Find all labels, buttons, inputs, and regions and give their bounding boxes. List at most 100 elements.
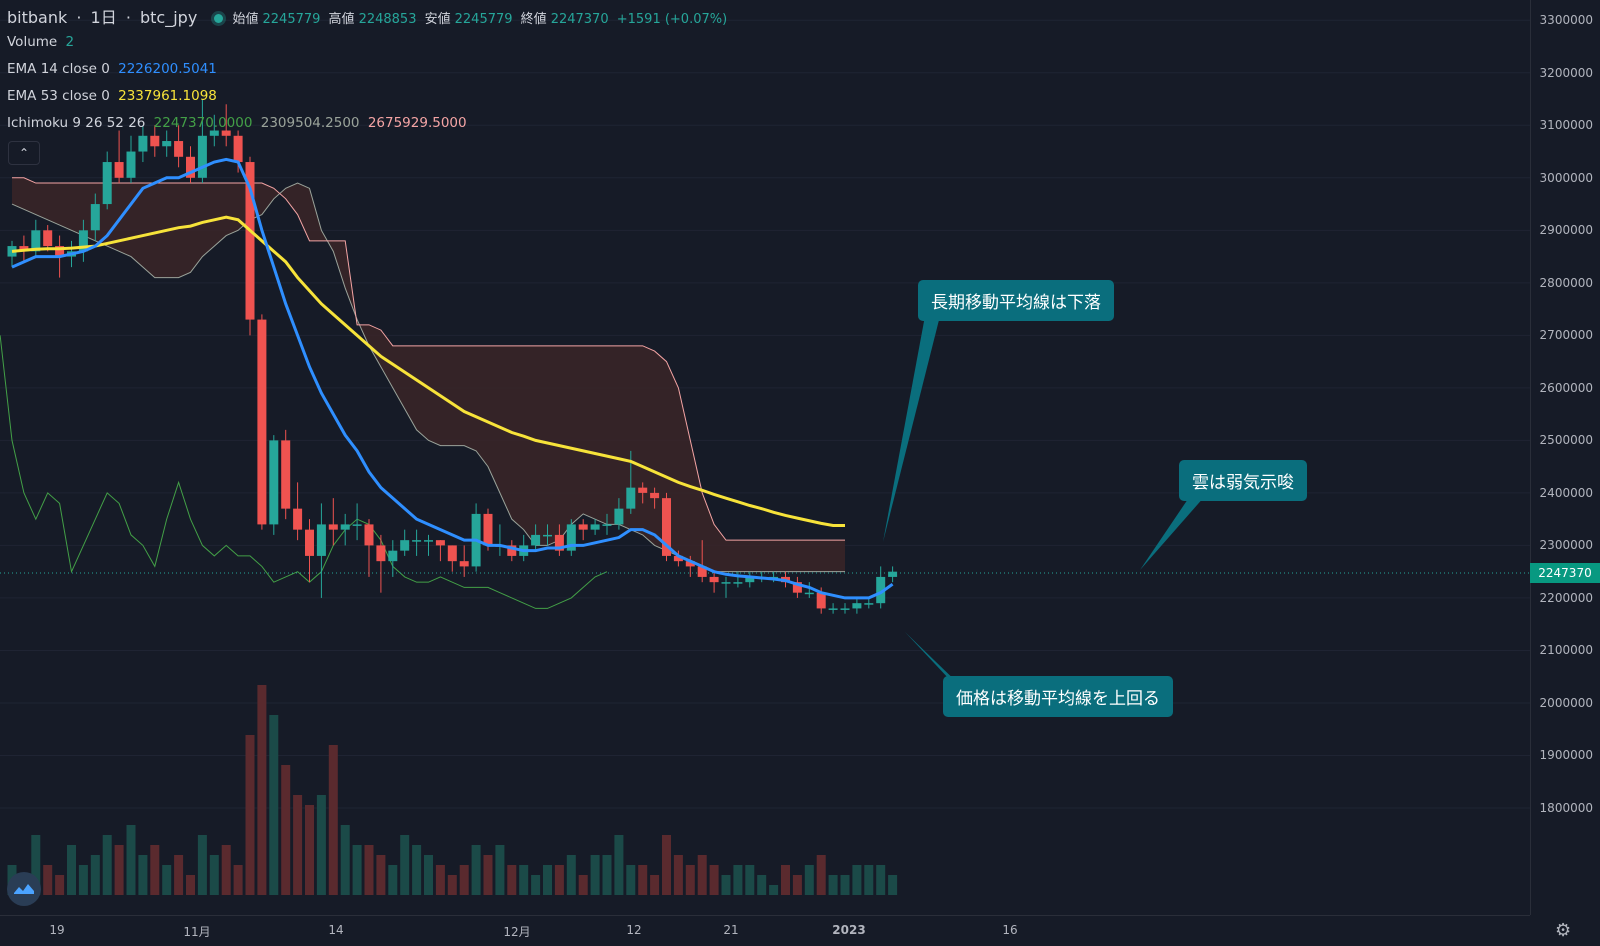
candle-body bbox=[459, 561, 469, 567]
ema53-line bbox=[11, 215, 846, 527]
volume-bar bbox=[245, 735, 255, 895]
candle-body bbox=[376, 545, 386, 562]
volume-bar bbox=[43, 865, 53, 895]
callout-cloud-bearish[interactable]: 雲は弱気示唆 bbox=[1179, 460, 1307, 501]
volume-bar bbox=[340, 825, 350, 895]
gear-icon[interactable]: ⚙ bbox=[1555, 920, 1572, 941]
candle-body bbox=[650, 492, 660, 499]
callout-price-above-ma[interactable]: 価格は移動平均線を上回る bbox=[943, 676, 1173, 717]
candle-body bbox=[614, 508, 624, 525]
volume-bar bbox=[400, 835, 410, 895]
x-tick-label: 12 bbox=[626, 923, 642, 937]
volume-bar bbox=[816, 855, 826, 895]
volume-bar bbox=[852, 865, 862, 895]
candle-body bbox=[281, 440, 291, 509]
volume-bar bbox=[721, 875, 731, 895]
y-tick-label: 2200000 bbox=[1539, 590, 1593, 605]
volume-bar bbox=[364, 845, 374, 895]
volume-bar bbox=[614, 835, 624, 895]
volume-bar bbox=[650, 875, 660, 895]
candle-body bbox=[638, 487, 648, 493]
volume-bar bbox=[55, 875, 65, 895]
volume-bar bbox=[519, 865, 529, 895]
volume-bar bbox=[864, 865, 874, 895]
tradingview-logo[interactable] bbox=[7, 872, 41, 906]
volume-bar bbox=[638, 865, 648, 895]
callout-pointer bbox=[905, 632, 965, 690]
volume-bar bbox=[412, 845, 422, 895]
candle-body bbox=[19, 246, 29, 252]
volume-bar bbox=[888, 875, 898, 895]
volume-bar bbox=[447, 875, 457, 895]
volume-bar bbox=[197, 835, 207, 895]
x-tick-label: 11月 bbox=[183, 925, 211, 939]
high-label: 高値 bbox=[328, 12, 355, 27]
x-tick-label: 21 bbox=[723, 923, 739, 937]
ichimoku-legend[interactable]: Ichimoku 9 26 52 26 2247370.0000 2309504… bbox=[7, 115, 471, 131]
candle-body bbox=[31, 230, 41, 252]
ema53-legend[interactable]: EMA 53 close 0 2337961.1098 bbox=[7, 88, 221, 104]
volume-bar bbox=[67, 845, 76, 895]
callout-ema-falling[interactable]: 長期移動平均線は下落 bbox=[918, 280, 1114, 321]
volume-bar bbox=[757, 875, 767, 895]
volume-bar bbox=[471, 845, 481, 895]
candle-body bbox=[328, 524, 338, 530]
candle-body bbox=[602, 524, 612, 526]
candle-body bbox=[316, 524, 326, 556]
candle-body bbox=[566, 524, 576, 551]
symbol-name[interactable]: btc_jpy bbox=[140, 8, 198, 27]
market-status-icon bbox=[214, 13, 224, 23]
volume-bar bbox=[435, 865, 445, 895]
candle-body bbox=[864, 603, 874, 605]
volume-bar bbox=[828, 875, 838, 895]
price-chart[interactable] bbox=[0, 0, 1530, 915]
time-axis[interactable]: 19 11月 14 12月 12 21 2023 16 bbox=[0, 915, 1530, 946]
y-tick-label: 3100000 bbox=[1539, 118, 1593, 133]
candle-body bbox=[733, 582, 743, 584]
ichimoku-label: Ichimoku 9 26 52 26 bbox=[7, 115, 146, 131]
volume-bar bbox=[78, 865, 88, 895]
volume-bar bbox=[90, 855, 100, 895]
low-label: 安値 bbox=[424, 12, 451, 27]
exchange-name[interactable]: bitbank bbox=[7, 8, 68, 27]
y-tick-label: 2100000 bbox=[1539, 643, 1593, 658]
volume-bar bbox=[483, 855, 493, 895]
last-price-tag: 2247370 bbox=[1530, 563, 1600, 584]
volume-bar bbox=[162, 865, 172, 895]
candle-body bbox=[400, 540, 410, 551]
callout-pointer bbox=[1140, 496, 1205, 570]
y-tick-label: 2800000 bbox=[1539, 275, 1593, 290]
ema14-line bbox=[11, 157, 894, 600]
volume-bar bbox=[209, 855, 219, 895]
volume-bar bbox=[174, 855, 184, 895]
y-tick-label: 1900000 bbox=[1539, 748, 1593, 763]
x-tick-label: 14 bbox=[328, 923, 344, 937]
x-tick-label: 2023 bbox=[832, 923, 866, 937]
volume-bar bbox=[804, 865, 814, 895]
volume-bar bbox=[281, 765, 291, 895]
candle-body bbox=[114, 162, 124, 178]
ema14-legend[interactable]: EMA 14 close 0 2226200.5041 bbox=[7, 61, 221, 77]
volume-bar bbox=[792, 875, 802, 895]
interval-label[interactable]: 1日 bbox=[90, 8, 117, 27]
candle-body bbox=[697, 566, 707, 577]
volume-bar bbox=[781, 865, 790, 895]
low-value: 2245779 bbox=[454, 12, 513, 27]
high-value: 2248853 bbox=[358, 12, 417, 27]
candle-body bbox=[388, 550, 398, 562]
candle-body bbox=[483, 513, 493, 546]
close-value: 2247370 bbox=[550, 12, 609, 27]
callout-pointer bbox=[883, 316, 940, 542]
price-axis[interactable]: 1800000 1900000 2000000 2100000 2200000 23000… bbox=[1530, 0, 1600, 915]
candle-body bbox=[507, 545, 517, 556]
change-value: +1591 (+0.07%) bbox=[616, 12, 728, 27]
collapse-legend-button[interactable]: ⌃ bbox=[8, 141, 40, 165]
candle-body bbox=[340, 524, 350, 530]
candle-body bbox=[102, 162, 112, 205]
candle-body bbox=[138, 135, 148, 152]
volume-bar bbox=[578, 875, 588, 895]
y-tick-label: 1800000 bbox=[1539, 800, 1593, 815]
volume-bar bbox=[233, 865, 243, 895]
volume-legend[interactable]: Volume 2 bbox=[7, 34, 78, 50]
volume-bar bbox=[495, 845, 505, 895]
